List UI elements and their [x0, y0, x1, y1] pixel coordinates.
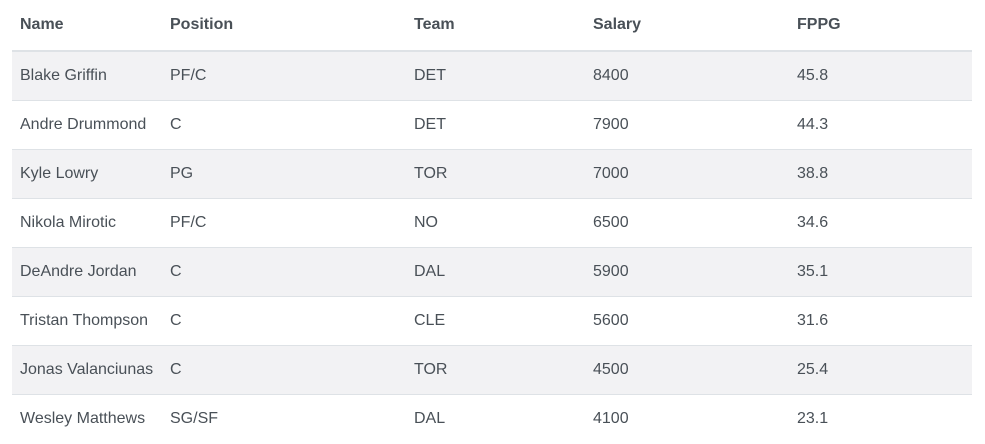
table-row[interactable]: Nikola Mirotic PF/C NO 6500 34.6	[12, 197, 972, 247]
table-row[interactable]: Tristan Thompson C CLE 5600 31.6	[12, 295, 972, 345]
cell-team: DET	[406, 51, 585, 100]
cell-team: NO	[406, 197, 585, 247]
table-row[interactable]: Wesley Matthews SG/SF DAL 4100 23.1	[12, 393, 972, 443]
cell-team: TOR	[406, 344, 585, 394]
cell-salary: 4500	[585, 344, 789, 394]
cell-fppg: 25.4	[789, 344, 972, 394]
cell-team: CLE	[406, 295, 585, 345]
players-table-container: Name Position Team Salary FPPG Blake Gri…	[12, 0, 972, 443]
header-name[interactable]: Name	[12, 0, 162, 52]
header-team[interactable]: Team	[406, 0, 585, 52]
cell-position: PG	[162, 148, 406, 198]
cell-name: Kyle Lowry	[12, 148, 162, 198]
cell-team: DAL	[406, 393, 585, 443]
header-position[interactable]: Position	[162, 0, 406, 52]
cell-name: Tristan Thompson	[12, 295, 162, 345]
table-row[interactable]: DeAndre Jordan C DAL 5900 35.1	[12, 246, 972, 296]
cell-position: SG/SF	[162, 393, 406, 443]
header-row: Name Position Team Salary FPPG	[12, 0, 972, 52]
cell-position: PF/C	[162, 197, 406, 247]
cell-salary: 8400	[585, 51, 789, 100]
cell-salary: 5600	[585, 295, 789, 345]
cell-team: DAL	[406, 246, 585, 296]
cell-fppg: 35.1	[789, 246, 972, 296]
cell-name: Blake Griffin	[12, 51, 162, 100]
cell-name: Nikola Mirotic	[12, 197, 162, 247]
table-row[interactable]: Blake Griffin PF/C DET 8400 45.8	[12, 51, 972, 100]
cell-fppg: 45.8	[789, 51, 972, 100]
cell-team: DET	[406, 99, 585, 149]
cell-position: PF/C	[162, 51, 406, 100]
cell-name: Wesley Matthews	[12, 393, 162, 443]
cell-salary: 5900	[585, 246, 789, 296]
cell-position: C	[162, 246, 406, 296]
cell-fppg: 23.1	[789, 393, 972, 443]
header-fppg[interactable]: FPPG	[789, 0, 972, 52]
cell-salary: 6500	[585, 197, 789, 247]
cell-name: Andre Drummond	[12, 99, 162, 149]
cell-position: C	[162, 295, 406, 345]
table-header: Name Position Team Salary FPPG	[12, 0, 972, 52]
cell-position: C	[162, 99, 406, 149]
cell-salary: 4100	[585, 393, 789, 443]
cell-salary: 7000	[585, 148, 789, 198]
header-salary[interactable]: Salary	[585, 0, 789, 52]
cell-fppg: 44.3	[789, 99, 972, 149]
cell-fppg: 31.6	[789, 295, 972, 345]
cell-fppg: 38.8	[789, 148, 972, 198]
cell-name: DeAndre Jordan	[12, 246, 162, 296]
table-row[interactable]: Andre Drummond C DET 7900 44.3	[12, 99, 972, 149]
players-table: Name Position Team Salary FPPG Blake Gri…	[12, 0, 972, 443]
cell-team: TOR	[406, 148, 585, 198]
table-row[interactable]: Kyle Lowry PG TOR 7000 38.8	[12, 148, 972, 198]
cell-name: Jonas Valanciunas	[12, 344, 162, 394]
table-body: Blake Griffin PF/C DET 8400 45.8 Andre D…	[12, 51, 972, 443]
cell-fppg: 34.6	[789, 197, 972, 247]
table-row[interactable]: Jonas Valanciunas C TOR 4500 25.4	[12, 344, 972, 394]
cell-position: C	[162, 344, 406, 394]
cell-salary: 7900	[585, 99, 789, 149]
